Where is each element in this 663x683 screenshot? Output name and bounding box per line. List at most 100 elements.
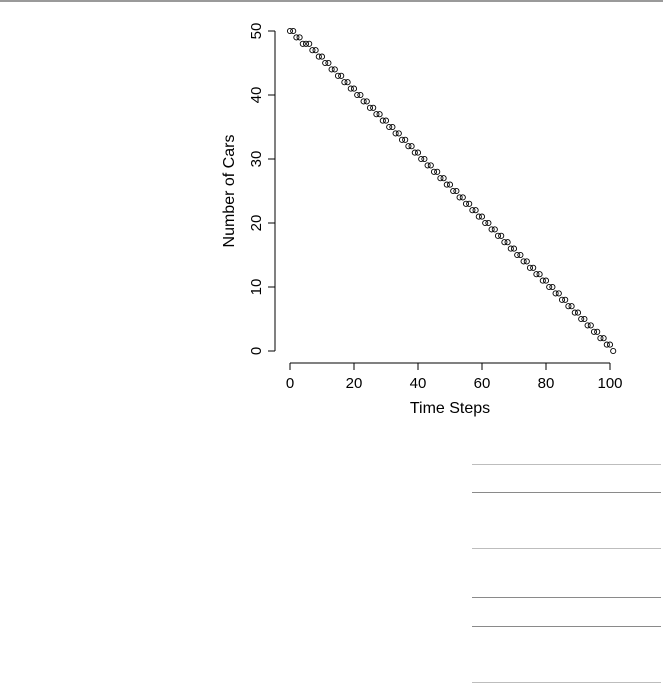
data-point	[398, 136, 406, 143]
data-point	[373, 111, 380, 118]
data-point	[606, 341, 614, 348]
data-point	[325, 59, 332, 67]
data-point	[581, 315, 588, 323]
data-point	[405, 143, 412, 150]
data-point	[600, 335, 607, 342]
data-point	[565, 303, 572, 310]
data-point	[376, 111, 383, 118]
data-point	[338, 72, 345, 79]
data-point	[290, 27, 297, 35]
data-points	[286, 27, 617, 355]
data-point	[322, 59, 329, 67]
y-tick-label: 20	[248, 215, 265, 232]
data-point	[597, 335, 604, 342]
data-point	[402, 136, 409, 143]
data-point	[574, 309, 582, 316]
x-tick-label: 100	[597, 375, 622, 392]
data-point	[526, 264, 534, 271]
y-tick-label: 0	[248, 347, 265, 355]
data-point	[318, 53, 326, 60]
data-point	[382, 117, 390, 124]
data-point	[546, 283, 553, 291]
data-point	[584, 322, 591, 329]
data-point	[466, 200, 473, 207]
data-point	[312, 47, 319, 54]
data-point	[453, 187, 460, 195]
axes: 0 20 40 60 80 100 0 10 20 30 40 50	[248, 23, 623, 392]
data-point	[590, 328, 598, 335]
data-point	[366, 104, 374, 111]
x-tick-label: 40	[410, 375, 427, 392]
data-point	[539, 277, 546, 284]
data-point	[504, 239, 511, 246]
data-point	[562, 296, 569, 303]
data-point	[434, 168, 441, 175]
data-point	[450, 187, 457, 195]
top-divider	[0, 0, 663, 2]
data-point	[389, 123, 396, 131]
data-point	[472, 207, 479, 214]
data-point	[523, 258, 530, 265]
data-point	[306, 40, 313, 47]
data-point	[424, 162, 431, 169]
x-tick-label: 20	[346, 375, 363, 392]
data-point	[344, 79, 351, 86]
data-point	[418, 155, 425, 163]
data-point	[414, 149, 422, 156]
data-point	[533, 271, 540, 278]
data-point	[411, 149, 418, 156]
data-point	[459, 194, 466, 201]
y-tick-label: 40	[248, 87, 265, 104]
table-rule	[472, 626, 661, 627]
data-point	[507, 245, 514, 252]
data-point	[302, 40, 310, 47]
data-point	[440, 175, 447, 182]
x-tick-label: 80	[538, 375, 555, 392]
data-point	[549, 283, 556, 291]
data-point	[494, 232, 502, 239]
y-axis-title: Number of Cars	[221, 135, 238, 248]
data-point	[437, 175, 444, 182]
data-point	[571, 309, 578, 316]
data-point	[443, 181, 450, 188]
data-point	[299, 40, 306, 47]
table-rule	[472, 548, 661, 549]
y-tick-label: 10	[248, 279, 265, 296]
data-point	[309, 47, 316, 54]
table-rule	[472, 464, 661, 465]
x-axis-title: Time Steps	[410, 400, 490, 417]
data-point	[475, 213, 482, 220]
data-point	[587, 322, 594, 329]
data-point	[421, 155, 428, 163]
x-tick-label: 0	[286, 375, 294, 392]
data-point	[603, 341, 610, 348]
data-point	[296, 34, 303, 41]
data-point	[498, 232, 505, 239]
data-point	[341, 79, 348, 86]
data-point	[315, 53, 322, 60]
data-point	[370, 104, 377, 111]
data-point	[517, 251, 524, 259]
data-point	[430, 168, 438, 175]
data-point	[357, 91, 364, 99]
data-point	[286, 27, 294, 35]
data-point	[350, 85, 358, 92]
data-point	[395, 130, 402, 137]
data-point	[558, 296, 566, 303]
data-point	[555, 290, 562, 297]
data-point	[392, 130, 399, 137]
data-point	[485, 219, 492, 227]
data-point	[578, 315, 585, 323]
data-point	[610, 347, 617, 355]
table-rule	[472, 597, 661, 598]
data-point	[482, 219, 489, 227]
data-point	[456, 194, 463, 201]
data-point	[354, 91, 361, 99]
data-point	[379, 117, 386, 124]
data-point	[530, 264, 537, 271]
data-point	[386, 123, 393, 131]
data-point	[488, 226, 495, 233]
data-point	[293, 34, 300, 41]
data-point	[510, 245, 518, 252]
